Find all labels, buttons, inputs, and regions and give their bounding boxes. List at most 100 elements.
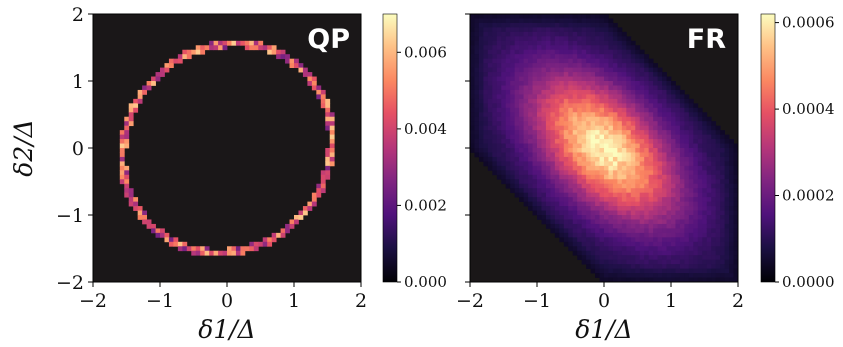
- fr-heatmap-cell: [599, 76, 605, 82]
- fr-heatmap-cell: [483, 58, 489, 64]
- fr-heatmap-cell: [671, 116, 676, 122]
- fr-heatmap-cell: [604, 143, 609, 149]
- fr-heatmap-cell: [729, 223, 734, 229]
- fr-heatmap-cell: [514, 40, 520, 46]
- fr-heatmap-cell: [496, 14, 502, 19]
- fr-heatmap-cell: [590, 18, 596, 24]
- fr-heatmap-cell: [715, 259, 721, 265]
- fr-heatmap-cell: [599, 201, 605, 207]
- fr-heatmap-cell: [679, 179, 685, 185]
- qp-heatmap-cell: [320, 179, 326, 185]
- fr-heatmap-cell: [688, 215, 694, 220]
- qp-heatmap-cell: [325, 103, 331, 109]
- fr-heatmap-cell: [608, 264, 614, 269]
- fr-heatmap-cell: [581, 170, 587, 176]
- fr-heatmap-cell: [537, 112, 542, 118]
- fr-heatmap-cell: [496, 112, 502, 118]
- fr-heatmap-cell: [648, 237, 654, 243]
- fr-heatmap-cell: [510, 58, 516, 64]
- fr-heatmap-cell: [706, 156, 712, 162]
- fr-heatmap-cell: [635, 112, 641, 118]
- fr-heatmap-cell: [501, 98, 507, 104]
- fr-heatmap-cell: [478, 22, 484, 28]
- fr-heatmap-cell: [657, 103, 663, 109]
- fr-heatmap-cell: [706, 228, 712, 234]
- fr-heatmap-cell: [702, 241, 708, 247]
- fr-heatmap-cell: [621, 125, 627, 131]
- fr-heatmap-cell: [626, 89, 632, 95]
- fr-heatmap-cell: [711, 148, 717, 153]
- fr-heatmap-cell: [671, 246, 676, 252]
- fr-heatmap-cell: [662, 237, 667, 243]
- fr-heatmap-cell: [702, 259, 708, 265]
- fr-heatmap-cell: [657, 273, 663, 278]
- fr-heatmap-cell: [729, 219, 734, 225]
- fr-heatmap-cell: [604, 63, 609, 68]
- fr-heatmap-cell: [648, 81, 654, 86]
- fr-heatmap-cell: [635, 255, 641, 261]
- fr-heatmap-cell: [604, 121, 609, 127]
- fr-heatmap-cell: [711, 215, 717, 220]
- fr-heatmap-cell: [635, 54, 641, 60]
- fr-heatmap-cell: [706, 148, 712, 153]
- fr-heatmap-cell: [528, 121, 533, 127]
- qp-heatmap-cell: [325, 165, 331, 171]
- fr-heatmap-cell: [617, 49, 623, 55]
- fr-heatmap-cell: [501, 76, 507, 82]
- fr-heatmap-cell: [559, 161, 565, 167]
- fr-heatmap-cell: [720, 210, 725, 216]
- fr-heatmap-cell: [541, 81, 547, 86]
- fr-heatmap-cell: [514, 125, 520, 131]
- fr-heatmap-cell: [693, 241, 699, 247]
- fr-heatmap-cell: [577, 89, 583, 95]
- fr-heatmap-cell: [630, 112, 636, 118]
- fr-heatmap-cell: [519, 143, 524, 149]
- fr-heatmap-cell: [501, 54, 507, 60]
- fr-heatmap-cell: [595, 232, 600, 238]
- fr-heatmap-cell: [550, 170, 556, 176]
- fr-heatmap-cell: [724, 165, 730, 171]
- fr-heatmap-cell: [617, 103, 623, 109]
- fr-heatmap-cell: [702, 210, 708, 216]
- fr-heatmap-cell: [590, 31, 596, 37]
- fr-heatmap-cell: [733, 183, 739, 189]
- fr-heatmap-cell: [487, 76, 493, 82]
- fr-heatmap-cell: [595, 76, 600, 82]
- fr-heatmap-cell: [563, 76, 569, 82]
- fr-heatmap-cell: [724, 250, 730, 256]
- fr-heatmap-cell: [724, 197, 730, 202]
- qp-heatmap-cell: [276, 49, 281, 55]
- fr-heatmap-cell: [545, 81, 551, 86]
- fr-heatmap-cell: [639, 223, 645, 229]
- fr-heatmap-cell: [617, 246, 623, 252]
- fr-heatmap-cell: [617, 58, 623, 64]
- fr-heatmap-cell: [733, 192, 739, 198]
- fr-heatmap-cell: [639, 219, 645, 225]
- fr-heatmap-cell: [684, 116, 690, 122]
- fr-heatmap-cell: [577, 22, 583, 28]
- fr-heatmap-cell: [487, 27, 493, 33]
- qp-heatmap-cell: [128, 121, 134, 127]
- fr-heatmap-cell: [635, 63, 641, 68]
- fr-heatmap-cell: [590, 241, 596, 247]
- fr-heatmap-cell: [671, 197, 676, 202]
- fr-heatmap-cell: [711, 161, 717, 167]
- fr-heatmap-cell: [711, 255, 717, 261]
- fr-heatmap-cell: [608, 277, 614, 283]
- fr-heatmap-cell: [635, 232, 641, 238]
- fr-heatmap-cell: [679, 161, 685, 167]
- fr-heatmap-cell: [581, 188, 587, 194]
- fr-heatmap-cell: [715, 125, 721, 131]
- fr-heatmap-cell: [586, 89, 591, 95]
- fr-heatmap-cell: [505, 116, 511, 122]
- fr-heatmap-cell: [604, 98, 609, 104]
- fr-heatmap-cell: [581, 219, 587, 225]
- qp-heatmap-cell: [320, 94, 326, 100]
- fr-heatmap-cell: [586, 14, 591, 19]
- fr-heatmap-cell: [599, 45, 605, 51]
- qp-heatmap-cell: [325, 116, 331, 122]
- qp-panel-label: QP: [307, 24, 350, 55]
- fr-x-tick-label: −2: [456, 290, 484, 312]
- fr-heatmap-cell: [648, 58, 654, 64]
- fr-heatmap-cell: [671, 134, 676, 140]
